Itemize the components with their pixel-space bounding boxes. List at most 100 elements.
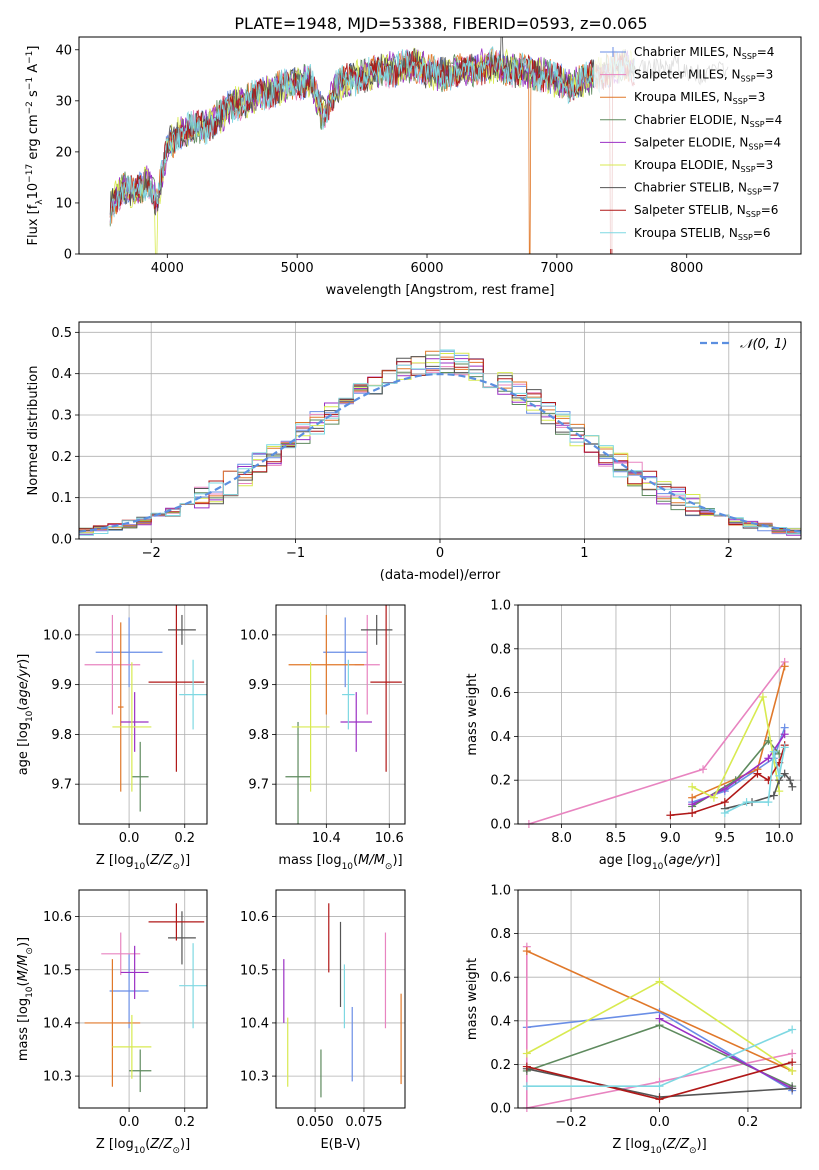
label-part: ( xyxy=(16,706,31,711)
errorbar-point-4 xyxy=(285,721,311,824)
y-tick-label: 10.3 xyxy=(43,1070,72,1085)
legend-label-9: Kroupa STELIB, NSSP=6 xyxy=(634,226,771,242)
label-part: ] xyxy=(26,46,41,51)
label-part: age [log xyxy=(599,853,652,868)
legend-name: Kroupa STELIB, N xyxy=(634,226,738,240)
legend-rest: =4 xyxy=(763,135,781,149)
x-axis-label: Z [log10(Z/Z⊙)] xyxy=(96,853,190,872)
legend-rest: =4 xyxy=(757,45,775,59)
weight-marker xyxy=(720,784,729,793)
label-part: )] xyxy=(16,937,31,947)
y-tick-label: 0.2 xyxy=(490,1058,511,1073)
weight-marker xyxy=(709,793,718,802)
label-part: Flux [f xyxy=(26,204,41,245)
errorbar-point-6 xyxy=(112,662,152,792)
label-part: λ xyxy=(35,199,45,205)
legend-rest: =7 xyxy=(762,181,780,195)
legend-name: Chabrier MILES, N xyxy=(634,45,742,59)
y-tick-label: 10.3 xyxy=(240,1070,269,1085)
weight-marker xyxy=(666,811,675,820)
y-axis-label: mass weight xyxy=(465,958,480,1040)
x-axis-label: E(B-V) xyxy=(320,1137,360,1152)
errorbar-point-2 xyxy=(101,932,141,976)
label-part: )] xyxy=(392,853,402,868)
weight-marker xyxy=(753,769,762,778)
y-tick-label: 10.6 xyxy=(240,910,269,925)
legend-name: Salpeter STELIB, N xyxy=(634,203,746,217)
label-part: mass weight xyxy=(465,673,480,755)
label-part: )] xyxy=(697,1137,707,1152)
weight-marker xyxy=(655,1082,664,1091)
weight-series-2 xyxy=(525,946,793,1108)
label-part: Z/Z xyxy=(149,853,173,868)
weight-marker xyxy=(688,809,697,818)
label-part: −1 xyxy=(25,77,35,90)
x-tick-label: 2 xyxy=(725,546,733,561)
errorbar-point-7 xyxy=(168,911,196,965)
weight-marker xyxy=(775,771,784,780)
legend-sub: SSP xyxy=(748,142,763,151)
errorbar-point-8 xyxy=(148,903,205,941)
y-tick-label: 40 xyxy=(55,43,72,58)
weight-marker xyxy=(764,754,773,763)
weight-marker xyxy=(764,798,773,807)
weight-marker xyxy=(775,787,784,796)
x-tick-label: 0.2 xyxy=(174,1115,195,1130)
x-axis-label: wavelength [Angstrom, rest frame] xyxy=(326,283,555,298)
x-tick-label: 6000 xyxy=(410,261,443,276)
weight-marker xyxy=(788,1049,797,1058)
panel-weight-vs-age: 8.0 8.5 9.0 9.5 10.0 0.0 0.2 0.4 0.6 0.8 1.0 xyxy=(490,599,802,846)
weight-marker xyxy=(786,776,795,785)
legend-sub: SSP xyxy=(733,97,748,106)
y-tick-label: 0.5 xyxy=(51,326,72,341)
panel-mass-vs-Z: 0.0 0.2 10.3 10.4 10.5 10.6 xyxy=(43,889,208,1130)
weight-series-5 xyxy=(691,733,786,806)
weight-series-4 xyxy=(691,739,780,808)
x-tick-label: −1 xyxy=(286,546,305,561)
label-part: ⊙ xyxy=(172,862,180,872)
panel-spectrum: 4000 5000 6000 7000 8000 0 10 20 30 40 Chabrier MI… xyxy=(55,36,802,298)
axes-frame xyxy=(78,604,208,825)
y-tick-label: 1.0 xyxy=(490,884,511,899)
weight-marker xyxy=(780,743,789,752)
y-tick-label: 20 xyxy=(55,145,72,160)
panel-mass-vs-EBV: 0.050 0.075 10.3 10.4 10.5 10.6 xyxy=(240,889,406,1130)
y-tick-label: 0.8 xyxy=(490,927,511,942)
y-tick-label: 9.8 xyxy=(51,728,72,743)
y-tick-label: 0.0 xyxy=(490,818,511,833)
label-part: Z [log xyxy=(612,1137,650,1152)
legend-label-6: Kroupa ELODIE, NSSP=3 xyxy=(634,158,773,174)
label-part: s xyxy=(26,90,41,101)
x-tick-label: 10.6 xyxy=(375,831,404,846)
y-tick-label: 9.7 xyxy=(51,778,72,793)
label-part: ( xyxy=(16,981,31,986)
x-tick-label: 8000 xyxy=(670,261,703,276)
x-tick-label: 0.0 xyxy=(119,1115,140,1130)
label-part: ⊙ xyxy=(689,1146,697,1156)
y-tick-label: 0.4 xyxy=(490,1014,511,1029)
label-part: mass weight xyxy=(465,958,480,1040)
weight-marker xyxy=(769,791,778,800)
y-tick-label: 10.5 xyxy=(240,963,269,978)
weight-marker xyxy=(758,692,767,701)
y-tick-label: 9.9 xyxy=(51,678,72,693)
weight-marker xyxy=(655,1095,664,1104)
weight-marker xyxy=(780,769,789,778)
y-tick-label: 0.6 xyxy=(490,686,511,701)
axes-frame xyxy=(78,321,802,540)
figure-title: PLATE=1948, MJD=53388, FIBERID=0593, z=0… xyxy=(234,14,647,33)
label-part: 10 xyxy=(25,986,35,998)
label-part: ( xyxy=(145,853,150,868)
x-tick-label: 9.5 xyxy=(714,831,735,846)
label-part: 10 xyxy=(25,710,35,722)
x-tick-label: 0.050 xyxy=(296,1115,333,1130)
label-part: 10 xyxy=(134,1146,146,1156)
y-tick-label: 10.6 xyxy=(43,910,72,925)
legend-label: 𝒩(0, 1) xyxy=(740,337,787,352)
label-part: A xyxy=(26,64,41,77)
axes-frame xyxy=(517,604,802,825)
weight-marker xyxy=(655,977,664,986)
x-tick-label: 10.0 xyxy=(765,831,794,846)
